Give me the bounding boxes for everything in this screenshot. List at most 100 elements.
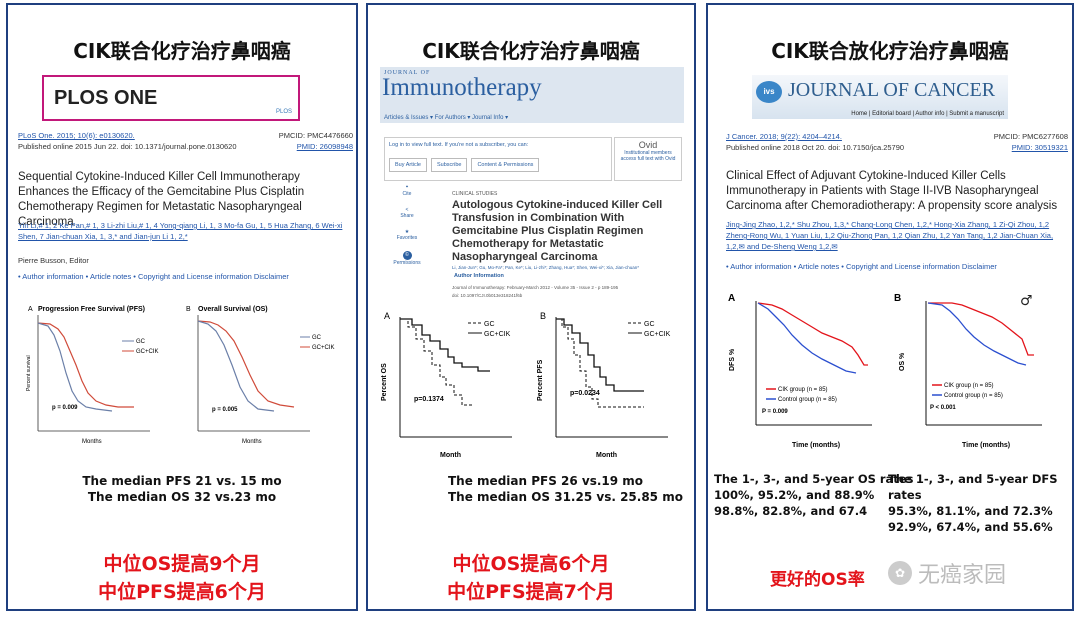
- watermark: ✿ 无癌家园: [888, 557, 1006, 589]
- x-axis-label: Months: [242, 439, 262, 445]
- p-value: p=0.1374: [414, 396, 444, 403]
- author-list[interactable]: Yin Li,# 1, 2 Ke Pan,# 1, 3 Li-zhi Liu,#…: [18, 221, 343, 241]
- pfs-chart: A Progression Free Survival (PFS) GC GC+…: [26, 306, 159, 445]
- os-rates-cik: 100%, 95.2%, and 88.9%: [714, 488, 875, 502]
- jca-logo: ivs: [756, 81, 782, 103]
- citation-line[interactable]: J Cancer. 2018; 9(22): 4204–4214.: [726, 132, 842, 141]
- journal-name: JOURNAL OF CANCER: [788, 79, 996, 101]
- star-icon: ★: [404, 229, 410, 235]
- legend-control: Control group (n = 85): [778, 397, 837, 403]
- y-axis-label: Percent survival: [26, 355, 32, 391]
- journal-name: PLOS ONE: [54, 87, 158, 109]
- summary-dfs-rates: The 1-, 3-, and 5-year DFS rates 95.3%, …: [888, 471, 1072, 535]
- author-information-link[interactable]: Author Information: [454, 273, 504, 279]
- plos-one-logo: PLOS ONE PLOS: [42, 75, 300, 121]
- gc-cik-curve: [400, 318, 490, 372]
- os-rates-heading: The 1-, 3-, and 5-year OS rates: [714, 472, 914, 486]
- permissions-button[interactable]: Content & Permissions: [471, 158, 540, 172]
- cik-curve: [928, 302, 1034, 356]
- y-axis-label: Percent OS: [381, 363, 388, 401]
- panel-title: CIK联合放化疗治疗鼻咽癌: [771, 39, 1009, 63]
- chart-b-title: Overall Survival (OS): [198, 306, 268, 313]
- legend-cik: CIK group (n = 85): [944, 383, 994, 389]
- gc-cik-curve: [197, 320, 295, 408]
- dfs-chart: A CIK group (n = 85) Control group (n = …: [728, 293, 872, 449]
- article-title: Autologous Cytokine-induced Killer Cell …: [452, 199, 663, 263]
- p-value-b: p = 0.005: [212, 407, 238, 413]
- watermark-text: 无癌家园: [918, 563, 1007, 588]
- summary-os: The median OS 31.25 vs. 25.85 mo: [448, 490, 683, 504]
- x-axis-label: Time (months): [962, 442, 1010, 449]
- cite-tool[interactable]: ❝ Cite: [392, 185, 422, 197]
- pmid[interactable]: PMID: 30519321: [1011, 143, 1068, 152]
- cik-curve: [757, 302, 868, 366]
- share-tool[interactable]: < Share: [392, 207, 422, 219]
- quote-icon: ❝: [405, 185, 409, 191]
- ovid-text: Institutional members access full text w…: [620, 150, 676, 162]
- chart-letter: A: [728, 293, 735, 304]
- plos-badge: PLOS: [275, 109, 292, 115]
- gc-curve: [37, 322, 113, 412]
- x-axis-label: Time (months): [792, 442, 840, 449]
- y-axis-label: Percent PFS: [537, 359, 544, 401]
- journal-name: Immunotherapy: [382, 74, 542, 101]
- author-list[interactable]: Li, Jian-Jun*; Gu, Mo-Fa*; Pan, Ke*; Liu…: [452, 265, 640, 270]
- info-links[interactable]: • Author information • Article notes • C…: [726, 262, 997, 271]
- os-chart: B ♂ CIK group (n = 85) Control group (n …: [894, 293, 1042, 449]
- legend-gc-cik: GC+CIK: [484, 331, 511, 338]
- buy-article-button[interactable]: Buy Article: [389, 158, 427, 172]
- os-rates-control: 98.8%, 82.8%, and 67.4: [714, 504, 868, 518]
- info-links[interactable]: • Author information • Article notes • C…: [18, 272, 289, 281]
- citation-line[interactable]: PLoS One. 2015; 10(6): e0130620.: [18, 131, 135, 140]
- male-symbol-icon: ♂: [1020, 293, 1033, 309]
- chart-letter-a: A: [28, 306, 33, 313]
- chart-letter: B: [540, 311, 546, 321]
- os-chart: A GC GC+CIK p=0.1374 Percent OS Month: [381, 311, 512, 459]
- journal-of-cancer-header: ivs JOURNAL OF CANCER Home | Editorial b…: [752, 75, 1008, 119]
- legend-gc-cik: GC+CIK: [644, 331, 671, 338]
- x-axis-label: Month: [440, 452, 461, 459]
- legend-gc-cik: GC+CIK: [136, 349, 159, 355]
- pmid[interactable]: PMID: 26098948: [296, 142, 353, 151]
- share-icon: <: [405, 207, 409, 213]
- journal-nav[interactable]: Articles & Issues ▾ For Authors ▾ Journa…: [384, 115, 509, 121]
- p-value: p=0.0234: [570, 390, 600, 397]
- legend-gc: GC: [644, 321, 655, 328]
- permissions-tool[interactable]: © Permissions: [393, 251, 421, 266]
- chart-letter-b: B: [186, 306, 191, 313]
- journal-of-label: JOURNAL OF: [384, 70, 431, 76]
- copyright-icon: ©: [402, 251, 412, 260]
- dfs-rates-heading: The 1-, 3-, and 5-year DFS rates: [888, 472, 1058, 502]
- pfs-chart: B GC GC+CIK p=0.0234 Percent PFS Month: [537, 311, 671, 459]
- legend-gc: GC: [136, 339, 146, 345]
- ovid-box[interactable]: Ovid Institutional members access full t…: [614, 137, 682, 181]
- access-box: Log in to view full text. If you're not …: [384, 137, 612, 181]
- ovid-logo: Ovid: [638, 140, 658, 150]
- pmcid: PMCID: PMC6277608: [993, 132, 1068, 141]
- y-axis-label: DFS %: [729, 348, 736, 371]
- legend-cik: CIK group (n = 85): [778, 387, 828, 393]
- summary: The median PFS 26 vs.19 mo The median OS…: [448, 473, 683, 505]
- gc-curve: [556, 318, 644, 408]
- journal-nav[interactable]: Home | Editorial board | Author info | S…: [851, 111, 1004, 117]
- article-title: Sequential Cytokine-Induced Killer Cell …: [18, 171, 305, 228]
- login-text[interactable]: Log in to view full text. If you're not …: [389, 142, 529, 148]
- panel-journal-of-cancer: CIK联合放化疗治疗鼻咽癌 ivs JOURNAL OF CANCER Home…: [706, 3, 1074, 611]
- os-chart: B Overall Survival (OS) GC GC+CIK p = 0.…: [186, 306, 335, 445]
- dfs-rates-cik: 95.3%, 81.1%, and 72.3%: [888, 504, 1053, 518]
- legend-control: Control group (n = 85): [944, 393, 1003, 399]
- dfs-rates-control: 92.9%, 67.4%, and 55.6%: [888, 520, 1053, 534]
- author-list[interactable]: Jing-Jing Zhao, 1,2,* Shu Zhou, 1,3,* Ch…: [726, 220, 1054, 251]
- highlight-pfs: 中位PFS提高7个月: [447, 581, 615, 603]
- legend-gc: GC: [312, 335, 322, 341]
- highlight-pfs: 中位PFS提高6个月: [98, 581, 266, 603]
- x-axis-label: Month: [596, 452, 617, 459]
- summary-os-rates: The 1-, 3-, and 5-year OS rates 100%, 95…: [714, 471, 913, 519]
- subscribe-button[interactable]: Subscribe: [430, 158, 468, 172]
- gc-cik-curve: [37, 322, 134, 408]
- gc-curve: [400, 318, 472, 406]
- panel-title: CIK联合化疗治疗鼻咽癌: [422, 39, 640, 63]
- y-axis-label: OS %: [899, 352, 906, 371]
- favorites-tool[interactable]: ★ Favorites: [392, 229, 422, 241]
- doi-line: doi: 10.1097/CJI.0b013e318241f6b: [452, 293, 523, 298]
